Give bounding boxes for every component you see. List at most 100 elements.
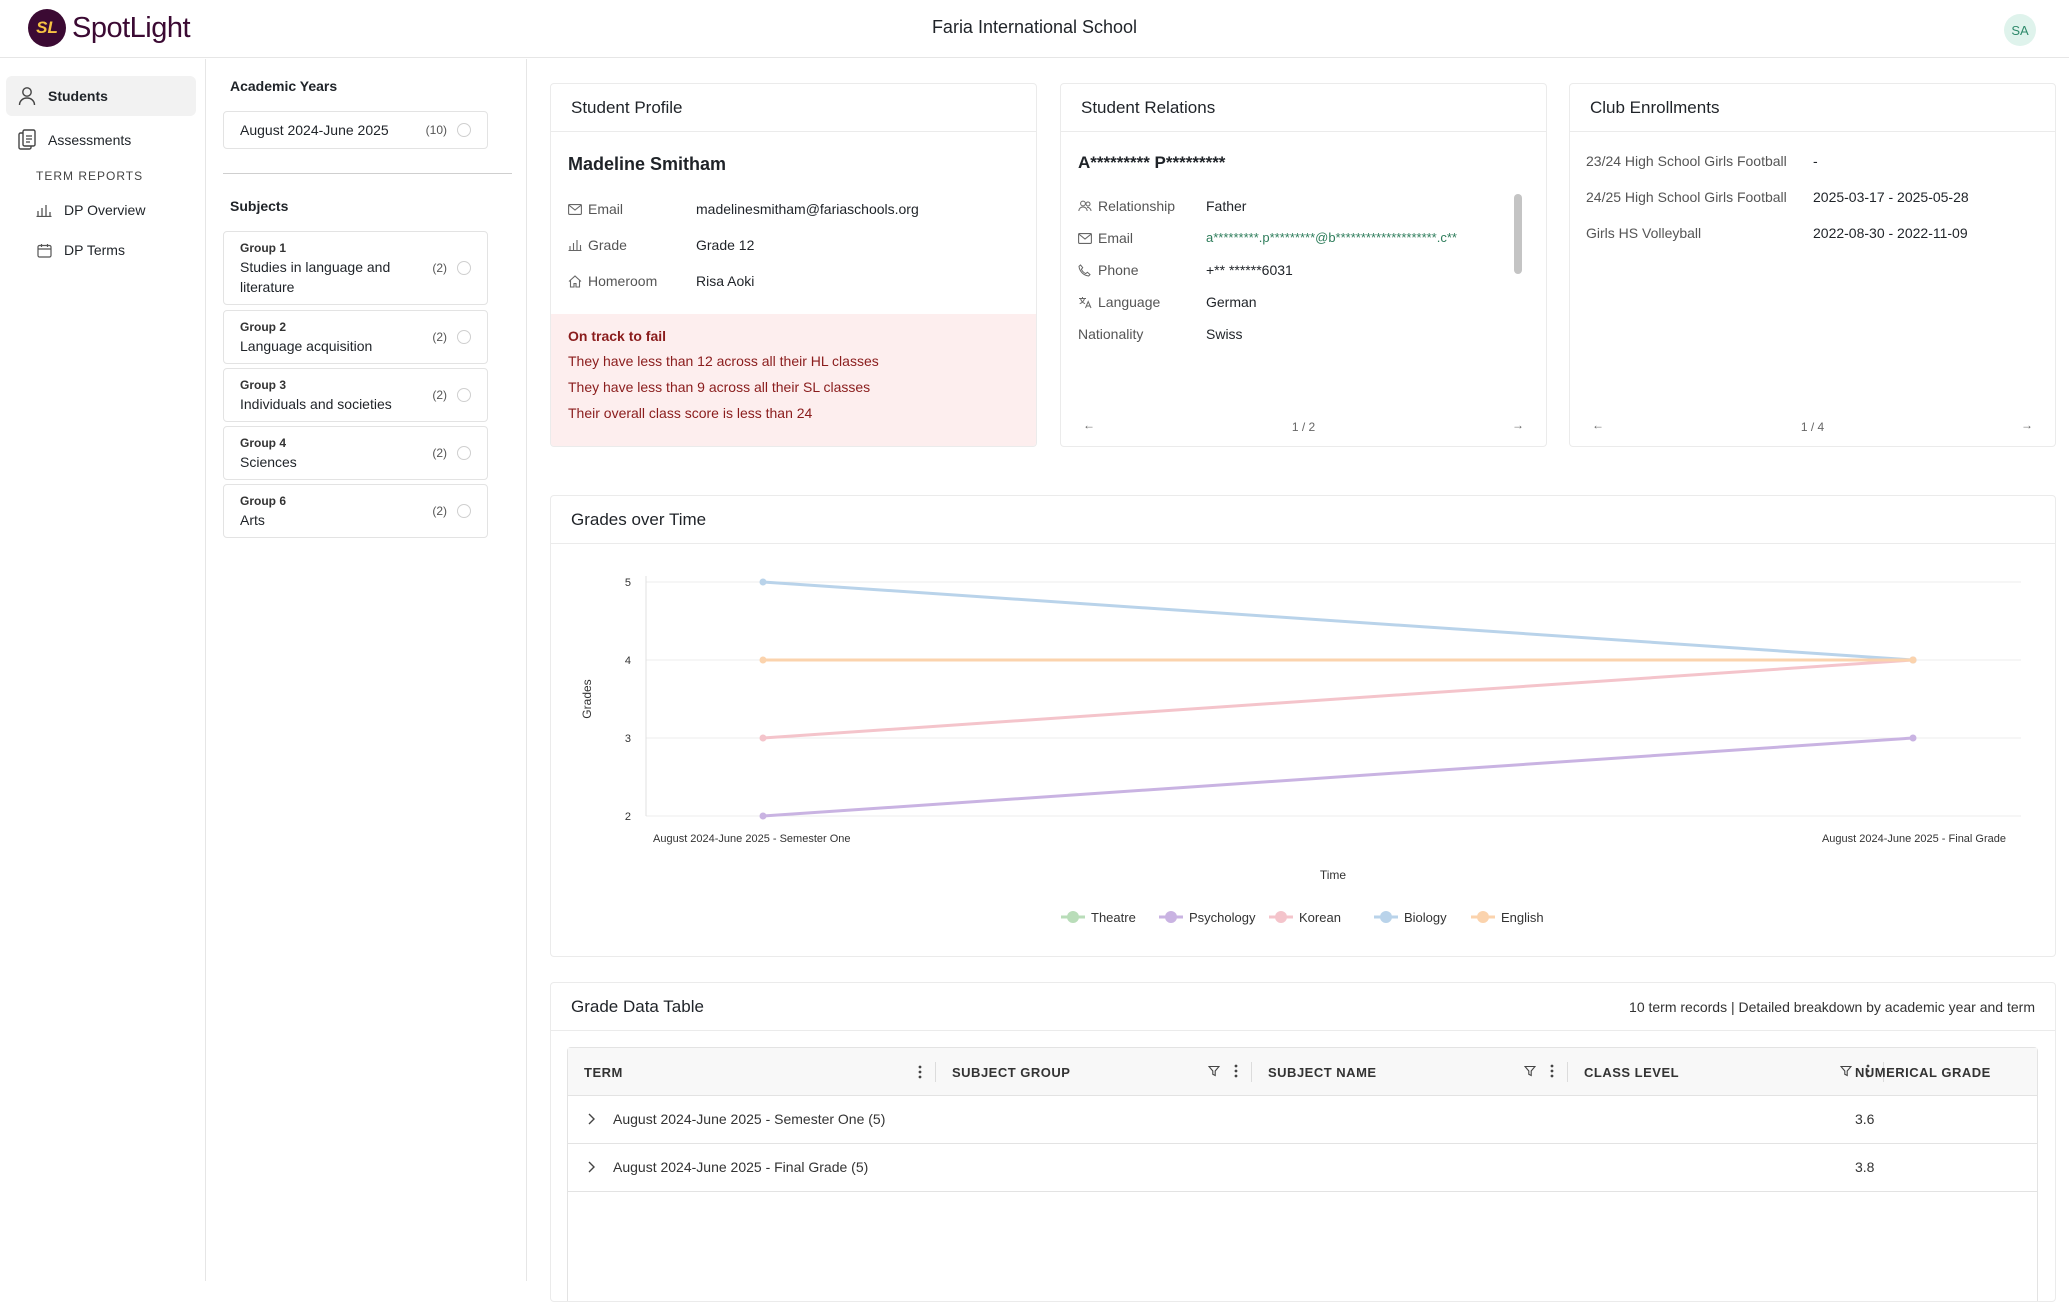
profile-email-row: Email madelinesmitham@fariaschools.org: [568, 201, 919, 217]
subject-group-count: (2): [432, 388, 447, 402]
data-point: [759, 812, 767, 820]
grade-table: TERM SUBJECT GROUP SUBJECT NAME CLASS LE…: [567, 1047, 2038, 1301]
phone-label: Phone: [1098, 262, 1139, 278]
language-value: German: [1206, 294, 1257, 310]
student-name: Madeline Smitham: [568, 154, 727, 174]
data-point: [1909, 734, 1917, 742]
chevron-right-icon[interactable]: [586, 1160, 596, 1177]
column-header-numerical-grade[interactable]: NUMERICAL GRADE: [1855, 1048, 2035, 1096]
homeroom-label: Homeroom: [588, 273, 658, 289]
column-menu-icon[interactable]: [1550, 1064, 1554, 1081]
relation-email-link[interactable]: a*********.p*********@b*****************…: [1206, 230, 1457, 245]
profile-grade-row: Grade Grade 12: [568, 237, 754, 253]
alert-line: They have less than 9 across all their S…: [568, 379, 871, 395]
arrow-right-icon[interactable]: →: [2021, 418, 2033, 432]
chevron-right-icon[interactable]: [586, 1112, 596, 1129]
subjects-heading: Subjects: [230, 198, 289, 214]
arrow-right-icon[interactable]: →: [1512, 418, 1524, 432]
sidebar-item-label: Assessments: [48, 132, 132, 148]
column-label: NUMERICAL GRADE: [1855, 1064, 1991, 1080]
clubs-pager: ← 1 / 4 →: [1570, 418, 2055, 438]
column-header-subject-group[interactable]: SUBJECT GROUP: [952, 1048, 1252, 1096]
card-title: Club Enrollments: [1570, 84, 2055, 132]
column-header-subject-name[interactable]: SUBJECT NAME: [1268, 1048, 1568, 1096]
y-axis-label: Grades: [580, 679, 594, 718]
subject-group-count: (2): [432, 330, 447, 344]
filter-icon[interactable]: [1207, 1065, 1221, 1080]
subject-group-name: Arts: [240, 512, 265, 528]
logo-mark: SL: [28, 9, 66, 47]
sidebar-item-label: Students: [48, 88, 108, 104]
arrow-left-icon[interactable]: ←: [1083, 418, 1095, 432]
sidebar-item-dp-overview[interactable]: DP Overview: [34, 195, 145, 225]
page-indicator: 1 / 2: [1291, 420, 1316, 434]
subject-group-name: Sciences: [240, 454, 297, 470]
app-logo[interactable]: SL SpotLight: [28, 9, 191, 47]
subject-group-option[interactable]: Group 2 Language acquisition (2): [223, 310, 488, 364]
arrow-left-icon[interactable]: ←: [1592, 418, 1604, 432]
sidebar-item-label: DP Terms: [64, 242, 125, 258]
numerical-grade: 3.6: [1855, 1111, 1875, 1127]
profile-homeroom-row: Homeroom Risa Aoki: [568, 273, 754, 289]
subject-group-radio[interactable]: [457, 504, 471, 518]
sidebar-item-students[interactable]: Students: [6, 76, 196, 116]
column-menu-icon[interactable]: [1866, 1064, 1870, 1081]
y-tick-label: 2: [625, 811, 631, 823]
relation-language-row: Language German: [1078, 294, 1257, 310]
filter-icon[interactable]: [1523, 1065, 1537, 1080]
subject-group-option[interactable]: Group 3 Individuals and societies (2): [223, 368, 488, 422]
legend-marker: [1275, 911, 1287, 923]
subject-group-count: (2): [432, 446, 447, 460]
table-row[interactable]: August 2024-June 2025 - Final Grade (5) …: [568, 1144, 2037, 1192]
translate-icon: [1078, 296, 1096, 309]
user-avatar[interactable]: SA: [2004, 14, 2036, 46]
scrollbar-thumb[interactable]: [1514, 194, 1522, 274]
club-row: 24/25 High School Girls Football 2025-03…: [1586, 189, 1969, 205]
subject-group-label: Group 1: [240, 241, 287, 255]
column-menu-icon[interactable]: [918, 1065, 922, 1079]
club-dates: 2025-03-17 - 2025-05-28: [1813, 189, 1969, 205]
term-group-label: August 2024-June 2025 - Semester One (5): [613, 1111, 886, 1127]
academic-year-radio[interactable]: [457, 123, 471, 137]
legend-marker: [1380, 911, 1392, 923]
club-name: 23/24 High School Girls Football: [1586, 153, 1787, 169]
subject-group-radio[interactable]: [457, 261, 471, 275]
sidebar-item-assessments[interactable]: Assessments: [6, 120, 196, 160]
club-dates: 2022-08-30 - 2022-11-09: [1813, 225, 1968, 241]
sidebar-item-dp-terms[interactable]: DP Terms: [34, 235, 125, 265]
filter-icon[interactable]: [1839, 1065, 1853, 1080]
card-title: Grades over Time: [551, 496, 2055, 544]
subject-group-option[interactable]: Group 4 Sciences (2): [223, 426, 488, 480]
academic-year-option[interactable]: August 2024-June 2025 (10): [223, 111, 488, 149]
nationality-value: Swiss: [1206, 326, 1243, 342]
legend-marker: [1477, 911, 1489, 923]
academic-year-count: (10): [425, 123, 447, 137]
column-label: SUBJECT NAME: [1268, 1064, 1377, 1080]
student-email-link[interactable]: madelinesmitham@fariaschools.org: [696, 201, 919, 217]
grades-chart-card: Grades over Time 5 4 3 2 August 2024-June 20…: [550, 495, 2056, 957]
column-header-term[interactable]: TERM: [584, 1048, 936, 1096]
subject-group-radio[interactable]: [457, 330, 471, 344]
subject-group-label: Group 6: [240, 494, 287, 508]
sidebar-section-label: TERM REPORTS: [36, 169, 144, 183]
column-label: CLASS LEVEL: [1584, 1064, 1680, 1080]
series-line-korean: [762, 658, 1914, 740]
column-header-class-level[interactable]: CLASS LEVEL: [1584, 1048, 1884, 1096]
subject-group-option[interactable]: Group 1 Studies in language and literatu…: [223, 231, 488, 305]
student-profile-card: Student Profile Madeline Smitham Email m…: [550, 83, 1037, 447]
table-header: TERM SUBJECT GROUP SUBJECT NAME CLASS LE…: [568, 1048, 2037, 1096]
bar-chart-icon: [34, 203, 54, 217]
relation-nationality-row: Nationality Swiss: [1078, 326, 1243, 342]
y-tick-label: 4: [625, 655, 631, 667]
column-menu-icon[interactable]: [1234, 1064, 1238, 1081]
email-label: Email: [588, 201, 624, 217]
y-tick-label: 5: [625, 577, 631, 589]
data-point: [759, 734, 767, 742]
subject-group-radio[interactable]: [457, 446, 471, 460]
alert-line: They have less than 12 across all their …: [568, 353, 879, 369]
table-row[interactable]: August 2024-June 2025 - Semester One (5)…: [568, 1096, 2037, 1144]
homeroom-teacher-link[interactable]: Risa Aoki: [696, 273, 755, 289]
subject-group-option[interactable]: Group 6 Arts (2): [223, 484, 488, 538]
alert-title: On track to fail: [568, 328, 667, 344]
subject-group-radio[interactable]: [457, 388, 471, 402]
